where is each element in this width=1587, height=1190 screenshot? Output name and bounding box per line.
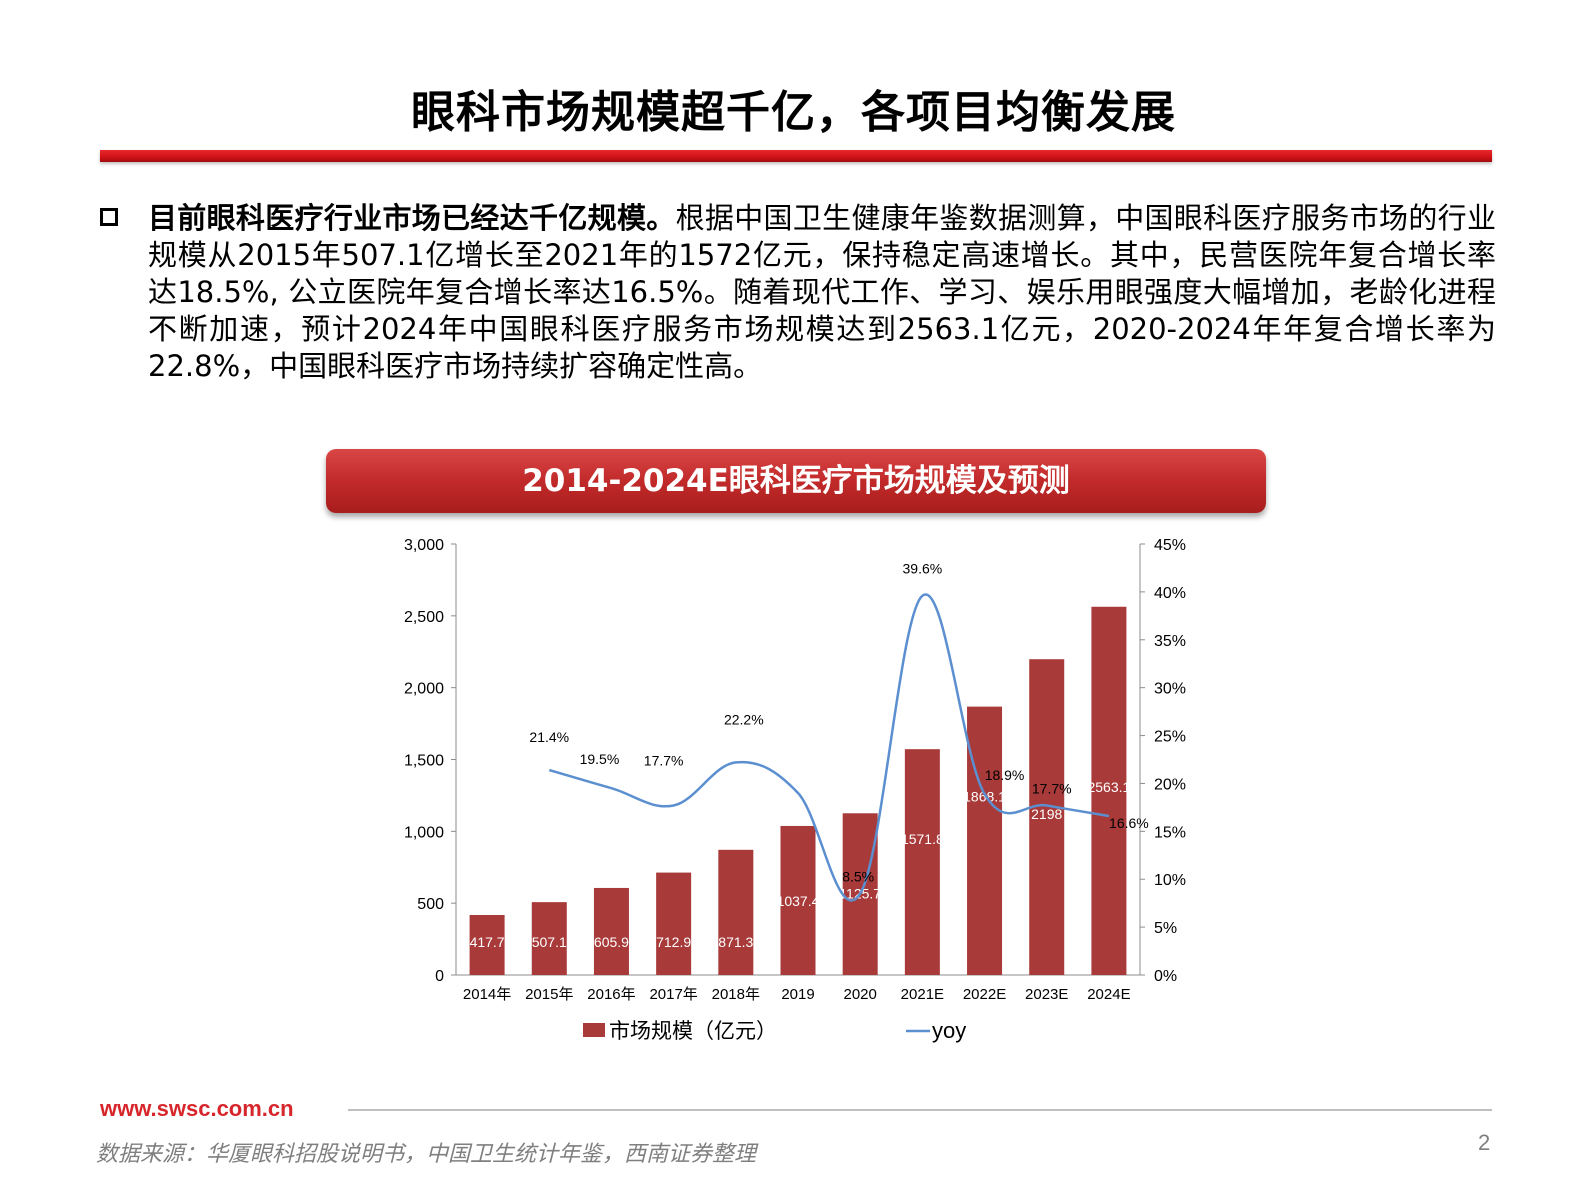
yoy-value-label: 21.4% xyxy=(529,729,569,745)
bar-market-size xyxy=(656,872,692,975)
x-axis-tick-label: 2017年 xyxy=(649,986,697,1003)
left-axis-tick-label: 1,000 xyxy=(404,824,444,841)
left-axis-tick-label: 2,500 xyxy=(404,609,444,626)
x-axis-tick-label: 2019 xyxy=(781,986,814,1003)
title-divider xyxy=(100,150,1492,162)
bar-market-size xyxy=(1029,659,1065,975)
bar-market-size xyxy=(718,849,754,975)
bar-market-size xyxy=(593,887,629,975)
bullet-square-icon xyxy=(100,208,118,226)
left-axis-tick-label: 0 xyxy=(435,968,444,985)
yoy-value-label: 18.9% xyxy=(985,767,1025,783)
bar-value-label: 2563.1 xyxy=(1087,779,1130,795)
yoy-value-label: 19.5% xyxy=(580,751,620,767)
bar-value-label: 1571.8 xyxy=(901,831,944,847)
bar-value-label: 507.1 xyxy=(532,934,567,950)
x-axis-tick-label: 2020 xyxy=(843,986,876,1003)
yoy-value-label: 16.6% xyxy=(1109,815,1149,831)
legend-bar-swatch xyxy=(583,1023,605,1037)
footer-divider xyxy=(348,1109,1492,1111)
x-axis-tick-label: 2015年 xyxy=(525,986,573,1003)
right-axis-tick-label: 5% xyxy=(1154,920,1177,937)
yoy-value-label: 17.7% xyxy=(644,752,684,768)
bar-value-label: 1868.1 xyxy=(963,789,1006,805)
right-axis-tick-label: 10% xyxy=(1154,872,1186,889)
x-axis-tick-label: 2023E xyxy=(1025,986,1068,1003)
left-axis-tick-label: 1,500 xyxy=(404,753,444,770)
footer-website[interactable]: www.swsc.com.cn xyxy=(100,1096,294,1121)
right-axis-tick-label: 30% xyxy=(1154,681,1186,698)
x-axis-tick-label: 2022E xyxy=(963,986,1006,1003)
right-axis-tick-label: 35% xyxy=(1154,633,1186,650)
bullet-bold-lead: 目前眼科医疗行业市场已经达千亿规模。 xyxy=(148,201,676,235)
bar-market-size xyxy=(469,914,505,975)
x-axis-tick-label: 2018年 xyxy=(712,986,760,1003)
right-axis-tick-label: 40% xyxy=(1154,585,1186,602)
right-axis-tick-label: 25% xyxy=(1154,729,1186,746)
x-axis-tick-label: 2021E xyxy=(901,986,944,1003)
yoy-value-label: 8.5% xyxy=(842,869,874,885)
bar-value-label: 417.7 xyxy=(470,934,505,950)
bar-market-size xyxy=(967,706,1003,975)
legend-line-label: yoy xyxy=(932,1018,966,1043)
bar-value-label: 605.9 xyxy=(594,934,629,950)
page-number: 2 xyxy=(1478,1130,1491,1155)
bar-value-label: 871.3 xyxy=(718,934,753,950)
data-source-note: 数据来源：华厦眼科招股说明书，中国卫生统计年鉴，西南证券整理 xyxy=(96,1142,757,1167)
legend-bar-label: 市场规模（亿元） xyxy=(609,1020,777,1043)
right-axis-tick-label: 15% xyxy=(1154,824,1186,841)
bar-value-label: 1037.4 xyxy=(777,893,820,909)
x-axis-tick-label: 2014年 xyxy=(463,986,511,1003)
bar-market-size xyxy=(531,902,567,975)
x-axis-tick-label: 2016年 xyxy=(587,986,635,1003)
right-axis-tick-label: 45% xyxy=(1154,537,1186,554)
x-axis-tick-label: 2024E xyxy=(1087,986,1130,1003)
right-axis-tick-label: 0% xyxy=(1154,968,1177,985)
yoy-value-label: 17.7% xyxy=(1032,780,1072,796)
bar-market-size xyxy=(1091,606,1127,975)
bullet-text-block: 目前眼科医疗行业市场已经达千亿规模。根据中国卫生健康年鉴数据测算，中国眼科医疗服… xyxy=(148,200,1496,385)
yoy-value-label: 39.6% xyxy=(903,561,943,577)
bullet-paragraph: 目前眼科医疗行业市场已经达千亿规模。根据中国卫生健康年鉴数据测算，中国眼科医疗服… xyxy=(96,200,1496,385)
left-axis-tick-label: 3,000 xyxy=(404,537,444,554)
bar-value-label: 712.9 xyxy=(656,934,691,950)
yoy-line xyxy=(548,593,1110,902)
bar-market-size xyxy=(904,749,940,975)
right-axis-tick-label: 20% xyxy=(1154,776,1186,793)
chart-title-banner: 2014-2024E眼科医疗市场规模及预测 xyxy=(326,449,1266,513)
left-axis-tick-label: 2,000 xyxy=(404,681,444,698)
yoy-value-label: 22.2% xyxy=(724,711,764,727)
bar-market-size xyxy=(780,825,816,975)
page-title: 眼科市场规模超千亿，各项目均衡发展 xyxy=(411,87,1176,138)
bar-value-label: 2198 xyxy=(1031,806,1062,822)
left-axis-tick-label: 500 xyxy=(417,896,444,913)
bullet-body: 根据中国卫生健康年鉴数据测算，中国眼科医疗服务市场的行业规模从2015年507.… xyxy=(148,201,1496,383)
